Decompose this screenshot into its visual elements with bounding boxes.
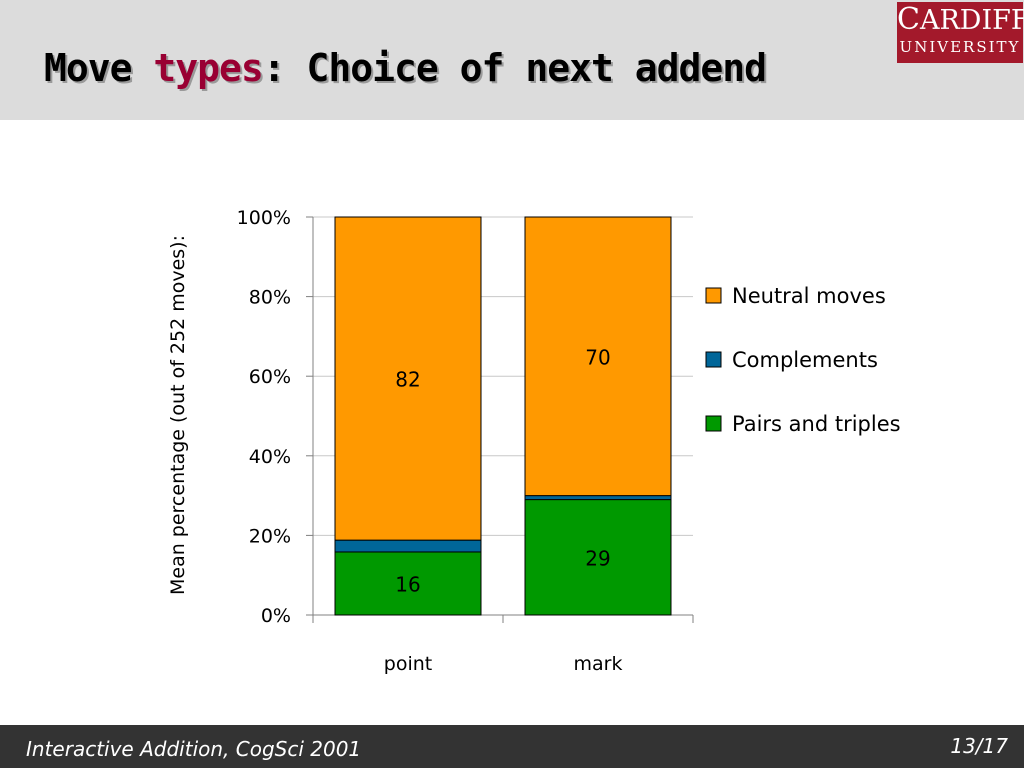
y-tick-label: 40%: [249, 446, 291, 468]
y-tick-label: 100%: [237, 207, 291, 229]
legend-label: Pairs and triples: [732, 412, 901, 436]
bar-segment-pairs-and-triples: [524, 499, 672, 616]
y-tick-label: 20%: [249, 525, 291, 547]
y-tick-label: 80%: [249, 287, 291, 309]
bar-segment-complements: [524, 495, 672, 501]
legend-label: Neutral moves: [732, 284, 886, 308]
y-tick-label: 60%: [249, 366, 291, 388]
logo-line-2: UNIVERSITY: [899, 38, 1021, 56]
x-tick-label: mark: [574, 653, 623, 675]
legend-swatch: [705, 351, 722, 368]
logo-line-1: CARDIFF: [897, 2, 1024, 37]
bar-segment-pairs-and-triples: [334, 551, 482, 616]
legend-swatch: [705, 415, 722, 432]
data-label: 82: [395, 368, 420, 392]
title-part-3: : Choice of next addend: [262, 46, 767, 90]
legend-swatch: [705, 287, 722, 304]
bar-segment-complements: [334, 539, 482, 553]
x-tick-label: point: [384, 653, 432, 675]
y-tick-label: 0%: [261, 605, 291, 627]
slide-footer: Interactive Addition, CogSci 2001 13/17: [0, 725, 1024, 768]
slide-header: [0, 0, 1024, 120]
title-part-1: Move: [44, 46, 154, 90]
slide-number: 13/17: [950, 734, 1008, 758]
data-label: 70: [585, 345, 610, 369]
footer-caption: Interactive Addition, CogSci 2001: [26, 737, 362, 761]
bar-segment-neutral-moves: [334, 216, 482, 541]
cardiff-university-logo: CARDIFF UNIVERSITY: [897, 2, 1024, 63]
y-axis-label: Mean percentage (out of 252 moves):: [167, 235, 189, 595]
bar-segment-neutral-moves: [524, 216, 672, 497]
title-highlight: types: [153, 46, 263, 90]
legend-label: Complements: [732, 348, 878, 372]
data-label: 16: [395, 572, 420, 596]
data-label: 29: [585, 546, 610, 570]
slide-title: Move types: Choice of next addend: [44, 46, 767, 90]
